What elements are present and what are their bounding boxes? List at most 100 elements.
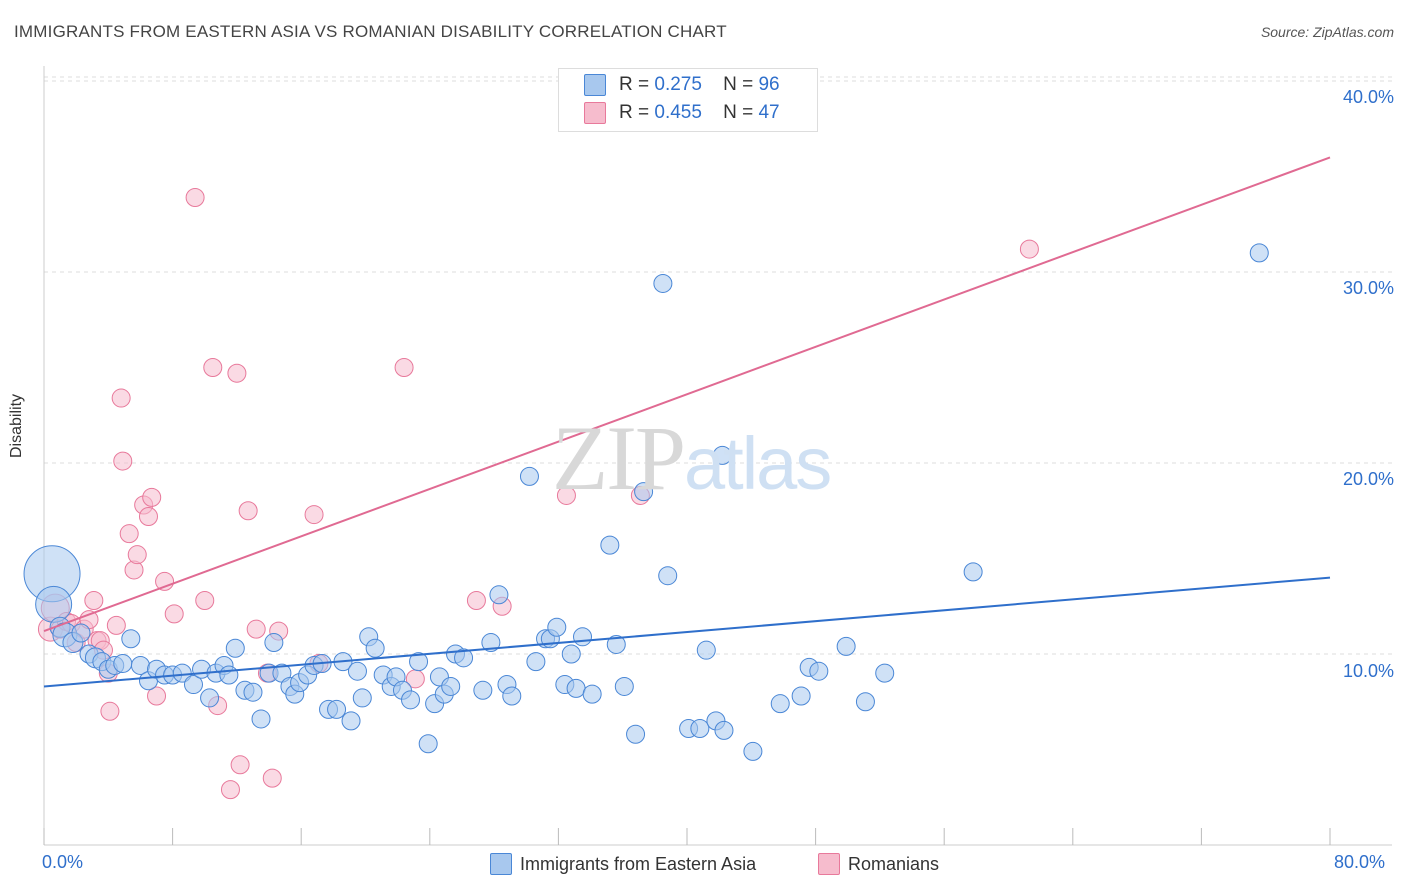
eastern-asia-point [251, 709, 271, 729]
legend-swatch-pink [818, 853, 840, 875]
eastern-asia-point [836, 636, 856, 656]
eastern-asia-point [855, 692, 875, 712]
romanians-point [113, 451, 133, 471]
eastern-asia-point [519, 466, 539, 486]
eastern-asia-point [606, 634, 626, 654]
romanians-point [227, 363, 247, 383]
eastern-asia-point [582, 684, 602, 704]
romanians-point [185, 188, 205, 208]
x-tick-label-min: 0.0% [42, 852, 84, 872]
romanians-point [100, 701, 120, 721]
eastern-asia-point [547, 617, 567, 637]
eastern-asia-point [341, 711, 361, 731]
romanians-point [138, 506, 158, 526]
eastern-asia-point [600, 535, 620, 555]
eastern-asia-point [526, 652, 546, 672]
romanians-point [466, 591, 486, 611]
romanians-trend-line [43, 156, 1331, 633]
legend-swatch-pink [584, 102, 606, 124]
eastern-asia-point [200, 688, 220, 708]
legend-swatch-blue [584, 74, 606, 96]
romanians-point [203, 358, 223, 377]
watermark-zip: ZIP [552, 407, 686, 509]
eastern-asia-point [409, 652, 429, 672]
legend-r-value: 0.455 [654, 102, 702, 123]
eastern-asia-point [502, 686, 522, 706]
y-tick-label-30: 30.0% [1342, 278, 1394, 298]
romanians-point [304, 505, 324, 525]
legend-label-romanians: Romanians [848, 854, 940, 874]
y-tick-label-20: 20.0% [1342, 469, 1394, 489]
eastern-asia-point [481, 633, 501, 653]
legend-r-label: R = [619, 74, 650, 95]
legend-label-eastern-asia: Immigrants from Eastern Asia [520, 854, 757, 874]
romanians-point [230, 755, 250, 775]
legend-n-label: N = [723, 74, 754, 95]
eastern-asia-point [347, 661, 367, 681]
stats-legend: R = 0.275 N = 96 R = 0.455 N = 47 [558, 68, 818, 132]
chart-title: IMMIGRANTS FROM EASTERN ASIA VS ROMANIAN… [14, 22, 727, 41]
eastern-asia-point [791, 686, 811, 706]
watermark-atlas: atlas [684, 422, 832, 505]
romanians-point [220, 780, 240, 800]
eastern-asia-point [614, 676, 634, 696]
legend-swatch-blue [490, 853, 512, 875]
eastern-asia-point [690, 718, 710, 738]
legend-r-label: R = [619, 102, 650, 123]
source-note: Source: ZipAtlas.com [1260, 24, 1394, 40]
romanians-point [106, 615, 126, 635]
romanians-point [195, 591, 215, 611]
eastern-asia-point [219, 665, 239, 685]
watermark: ZIPatlas [552, 405, 832, 511]
romanians-point [111, 388, 131, 408]
eastern-asia-points [23, 243, 1269, 761]
romanians-point [127, 545, 147, 565]
eastern-asia-point [658, 566, 678, 586]
eastern-asia-point [327, 699, 347, 719]
eastern-asia-point [489, 585, 509, 605]
x-tick-label-max: 80.0% [1334, 852, 1386, 872]
eastern-asia-point [473, 680, 493, 700]
eastern-asia-point [225, 638, 245, 658]
eastern-asia-point [71, 623, 91, 643]
romanians-point [246, 619, 266, 639]
eastern-asia-point [696, 640, 716, 660]
romanians-point [394, 358, 414, 377]
legend-n-label: N = [723, 102, 754, 123]
eastern-asia-point [113, 654, 133, 674]
romanians-point [262, 768, 282, 788]
legend-n-value: 47 [758, 102, 780, 123]
y-tick-label-10: 10.0% [1342, 661, 1394, 681]
eastern-asia-point [626, 724, 646, 744]
axes [43, 66, 1392, 846]
eastern-asia-point [770, 694, 790, 714]
eastern-asia-point [352, 688, 372, 708]
eastern-asia-point [875, 663, 895, 683]
eastern-asia-point [365, 638, 385, 658]
eastern-asia-point [634, 482, 654, 502]
romanians-point [164, 604, 184, 624]
eastern-asia-point [1249, 243, 1269, 263]
eastern-asia-point [743, 741, 763, 761]
y-axis-label: Disability [8, 393, 25, 458]
eastern-asia-point [809, 661, 829, 681]
y-tick-label-40: 40.0% [1342, 87, 1394, 107]
eastern-asia-point [35, 585, 73, 623]
eastern-asia-point [712, 445, 732, 465]
romanians-point [556, 485, 576, 505]
eastern-asia-point [418, 734, 438, 754]
eastern-asia-point [454, 648, 474, 668]
eastern-asia-trend-line [43, 576, 1331, 688]
eastern-asia-point [401, 690, 421, 710]
romanians-point [142, 487, 162, 507]
trend-lines [43, 156, 1331, 688]
eastern-asia-point [441, 676, 461, 696]
romanians-point [238, 501, 258, 521]
romanians-point [1019, 239, 1039, 259]
eastern-asia-point [561, 644, 581, 664]
romanians-point [147, 686, 167, 706]
eastern-asia-point [264, 633, 284, 653]
eastern-asia-point [566, 678, 586, 698]
legend-n-value: 96 [758, 74, 780, 95]
